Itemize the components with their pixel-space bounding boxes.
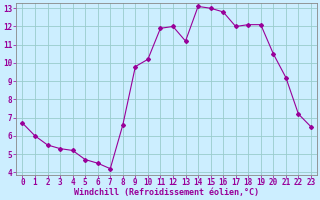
X-axis label: Windchill (Refroidissement éolien,°C): Windchill (Refroidissement éolien,°C) bbox=[74, 188, 259, 197]
